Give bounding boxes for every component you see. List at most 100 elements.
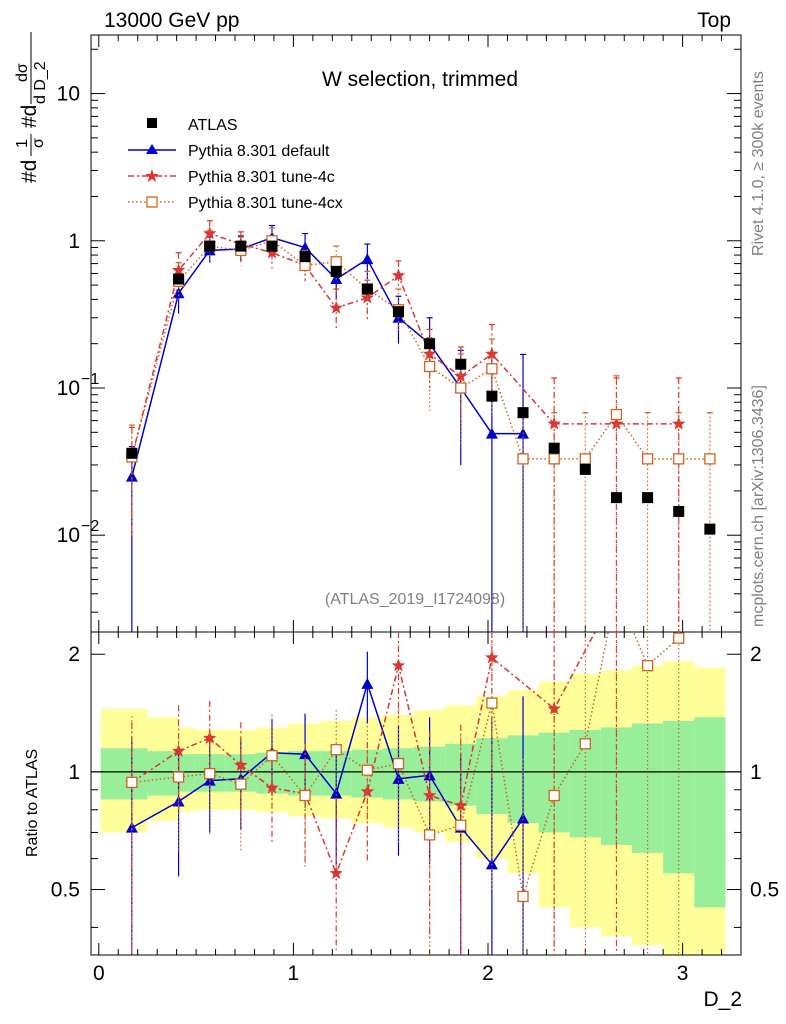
atlas-data-point	[610, 492, 622, 504]
series-pythia-8-301-tune-4c	[125, 220, 686, 632]
atlas-data-point	[126, 447, 138, 459]
ratio-data-point	[361, 677, 374, 689]
x-tick-label: 1	[288, 962, 300, 985]
x-tick-label: 0	[93, 962, 105, 985]
series-pythia-8-301-default	[125, 224, 530, 632]
ratio-data-point	[517, 890, 529, 903]
plot-title: W selection, trimmed	[322, 68, 518, 91]
x-axis-label: D_2	[703, 988, 742, 1011]
ratio-data-point	[299, 789, 311, 802]
ratio-data-point	[547, 701, 561, 715]
ratio-tick-label-right: 1	[750, 761, 762, 784]
series-line	[131, 232, 679, 458]
y-tick-exponent: −2	[81, 518, 99, 535]
y-tick-label: 10	[57, 377, 80, 400]
atlas-data-point	[330, 265, 342, 277]
data-point	[517, 453, 529, 465]
atlas-data-point	[548, 442, 560, 454]
data-point	[422, 347, 437, 360]
ratio-tick-label-left: 2	[68, 643, 80, 666]
ratio-data-point	[329, 866, 343, 880]
rivet-version-label: Rivet 4.1.0, ≥ 300k events	[750, 71, 767, 256]
ratio-data-point	[455, 819, 467, 831]
legend-marker-tune4c: ★	[144, 166, 160, 186]
legend-marker-default	[146, 144, 158, 154]
data-point	[423, 360, 436, 373]
ratio-data-point	[548, 789, 560, 802]
ylabel-part-1: #d	[18, 160, 41, 183]
x-tick-label: 2	[482, 962, 494, 985]
analysis-watermark: (ATLAS_2019_I1724098)	[325, 591, 505, 608]
y-tick-exponent: −1	[81, 371, 99, 388]
data-point	[203, 226, 217, 240]
series-atlas	[126, 240, 716, 535]
data-point	[299, 241, 312, 253]
legend-entry-default: Pythia 8.301 default	[128, 143, 330, 160]
data-point	[454, 369, 468, 382]
main-y-axis-label: #d 1 σ #d dσ d D_2	[14, 32, 49, 183]
ratio-uncertainty-bands	[100, 661, 726, 955]
legend-entry-atlas: ATLAS	[147, 117, 238, 134]
ratio-data-point	[391, 658, 406, 672]
ylabel-part-4: #d	[18, 105, 41, 128]
legend-entry-tune4c: ★ Pythia 8.301 tune-4c	[128, 166, 335, 186]
atlas-data-point	[361, 283, 373, 295]
ratio-data-point	[486, 697, 498, 709]
legend-entry-tune4cx: Pythia 8.301 tune-4cx	[128, 195, 343, 212]
ratio-data-point	[172, 771, 185, 783]
header-left: 13000 GeV pp	[104, 9, 239, 32]
x-tick-label: 3	[677, 962, 689, 985]
ratio-data-point	[423, 829, 436, 841]
ratio-data-point	[171, 744, 186, 757]
ratio-data-point	[330, 787, 343, 799]
ratio-y-axis-label: Ratio to ATLAS	[24, 749, 41, 857]
y-tick-label: 1	[68, 230, 80, 253]
legend-label-tune4cx: Pythia 8.301 tune-4cx	[188, 195, 343, 212]
data-point	[609, 416, 624, 430]
ylabel-part-2: 1	[14, 139, 31, 148]
ratio-tick-label-left: 0.5	[51, 879, 80, 902]
legend-label-atlas: ATLAS	[188, 117, 238, 134]
data-point	[360, 290, 374, 304]
data-point	[486, 363, 498, 375]
ratio-series-line	[131, 632, 596, 876]
atlas-data-point	[204, 240, 216, 252]
atlas-data-point	[455, 358, 467, 370]
data-point	[610, 408, 623, 421]
atlas-data-point	[642, 492, 654, 504]
ratio-data-point	[204, 767, 216, 780]
legend-marker-atlas	[147, 118, 157, 128]
atlas-data-point	[392, 306, 404, 318]
mcplots-label: mcplots.cern.ch [arXiv:1306.3436]	[750, 385, 767, 627]
y-tick-label: 10	[57, 524, 80, 547]
ratio-data-point	[361, 764, 373, 776]
data-point	[704, 453, 716, 465]
data-point	[171, 263, 186, 276]
ratio-data-point	[125, 821, 138, 833]
atlas-data-point	[299, 251, 311, 263]
ratio-data-point	[579, 738, 591, 750]
ylabel-part-3: σ	[30, 138, 47, 148]
data-point	[125, 470, 138, 482]
main-plot-series	[125, 220, 716, 632]
data-point	[361, 253, 374, 265]
atlas-data-point	[673, 505, 685, 517]
ratio-tick-label-right: 2	[750, 643, 762, 666]
ratio-data-point	[641, 659, 654, 672]
ratio-frame	[90, 631, 742, 956]
atlas-data-point	[173, 273, 185, 285]
data-point	[485, 427, 498, 439]
ratio-data-point	[673, 632, 685, 644]
ratio-data-point	[235, 778, 247, 790]
legend-marker-tune4cx	[146, 196, 158, 208]
ylabel-part-5: dσ	[14, 63, 31, 82]
atlas-data-point	[704, 523, 716, 535]
data-point	[672, 416, 686, 430]
ratio-tick-label-right: 0.5	[750, 879, 779, 902]
series-line	[131, 239, 710, 460]
atlas-data-point	[486, 390, 498, 402]
ratio-tick-label-left: 1	[68, 761, 80, 784]
data-point	[547, 416, 561, 430]
ratio-data-point	[422, 788, 437, 802]
